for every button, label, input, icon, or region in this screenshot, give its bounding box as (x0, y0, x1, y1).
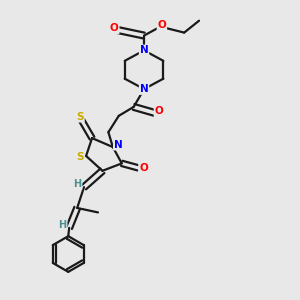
Text: H: H (74, 179, 82, 189)
Text: S: S (76, 152, 84, 162)
Text: H: H (58, 220, 67, 230)
Text: O: O (158, 20, 166, 30)
Text: O: O (154, 106, 163, 116)
Text: N: N (114, 140, 123, 150)
Text: S: S (76, 112, 84, 122)
Text: N: N (140, 45, 148, 56)
Text: N: N (140, 84, 148, 94)
Text: O: O (110, 23, 119, 33)
Text: O: O (139, 163, 148, 173)
